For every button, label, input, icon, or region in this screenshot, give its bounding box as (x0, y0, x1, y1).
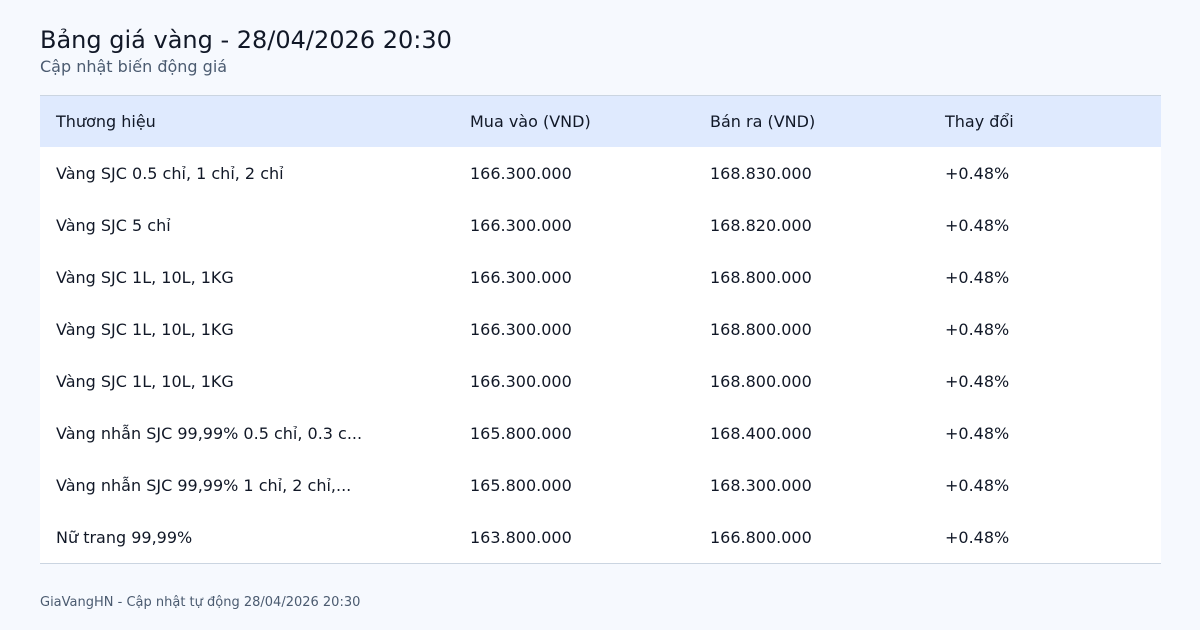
column-header-sell: Bán ra (VND) (694, 95, 929, 147)
cell-change: +0.48% (945, 319, 1010, 339)
cell-sell-price: 168.820.000 (710, 215, 812, 235)
cell-brand: Vàng SJC 1L, 10L, 1KG (56, 319, 234, 339)
column-header-brand: Thương hiệu (40, 95, 454, 147)
cell-change: +0.48% (945, 163, 1010, 183)
table-row: Vàng nhẫn SJC 99,99% 0.5 chỉ, 0.3 c... 16… (40, 407, 1161, 459)
table-row: Vàng SJC 1L, 10L, 1KG 166.300.000 168.800.… (40, 355, 1161, 407)
cell-change: +0.48% (945, 527, 1010, 547)
column-header-buy: Mua vào (VND) (454, 95, 694, 147)
cell-sell-price: 168.300.000 (710, 475, 812, 495)
cell-buy-price: 163.800.000 (470, 527, 572, 547)
table-row: Vàng SJC 0.5 chỉ, 1 chỉ, 2 chỉ 166.300.00… (40, 147, 1161, 199)
cell-buy-price: 166.300.000 (470, 267, 572, 287)
page-title: Bảng giá vàng - 28/04/2026 20:30 (40, 26, 452, 54)
cell-change: +0.48% (945, 423, 1010, 443)
cell-buy-price: 165.800.000 (470, 423, 572, 443)
cell-sell-price: 168.830.000 (710, 163, 812, 183)
cell-brand: Vàng SJC 1L, 10L, 1KG (56, 371, 234, 391)
cell-buy-price: 165.800.000 (470, 475, 572, 495)
cell-brand: Vàng nhẫn SJC 99,99% 1 chỉ, 2 chỉ,... (56, 475, 352, 495)
cell-buy-price: 166.300.000 (470, 163, 572, 183)
cell-sell-price: 168.800.000 (710, 371, 812, 391)
cell-buy-price: 166.300.000 (470, 215, 572, 235)
cell-sell-price: 168.400.000 (710, 423, 812, 443)
cell-sell-price: 166.800.000 (710, 527, 812, 547)
table-row: Vàng SJC 1L, 10L, 1KG 166.300.000 168.800.… (40, 251, 1161, 303)
cell-sell-price: 168.800.000 (710, 267, 812, 287)
table-header-row: Thương hiệu Mua vào (VND) Bán ra (VND) T… (40, 95, 1161, 147)
cell-sell-price: 168.800.000 (710, 319, 812, 339)
gold-price-table: Thương hiệu Mua vào (VND) Bán ra (VND) T… (40, 95, 1161, 564)
cell-brand: Vàng nhẫn SJC 99,99% 0.5 chỉ, 0.3 c... (56, 423, 363, 443)
cell-brand: Vàng SJC 5 chỉ (56, 215, 171, 235)
table-row: Vàng SJC 5 chỉ 166.300.000 168.820.000 +0.4… (40, 199, 1161, 251)
cell-brand: Nữ trang 99,99% (56, 527, 193, 547)
cell-change: +0.48% (945, 475, 1010, 495)
footer-text: GiaVangHN - Cập nhật tự động 28/04/2026 … (40, 595, 361, 610)
cell-change: +0.48% (945, 371, 1010, 391)
table-row: Vàng SJC 1L, 10L, 1KG 166.300.000 168.800.… (40, 303, 1161, 355)
cell-change: +0.48% (945, 215, 1010, 235)
cell-brand: Vàng SJC 0.5 chỉ, 1 chỉ, 2 chỉ (56, 163, 284, 183)
page-subtitle: Cập nhật biến động giá (40, 57, 228, 76)
cell-brand: Vàng SJC 1L, 10L, 1KG (56, 267, 234, 287)
cell-buy-price: 166.300.000 (470, 319, 572, 339)
table-row: Vàng nhẫn SJC 99,99% 1 chỉ, 2 chỉ,... 165… (40, 459, 1161, 511)
cell-buy-price: 166.300.000 (470, 371, 572, 391)
cell-change: +0.48% (945, 267, 1010, 287)
table-row: Nữ trang 99,99% 163.800.000 166.800.000 +0.… (40, 511, 1161, 564)
column-header-change: Thay đổi (929, 95, 1161, 147)
